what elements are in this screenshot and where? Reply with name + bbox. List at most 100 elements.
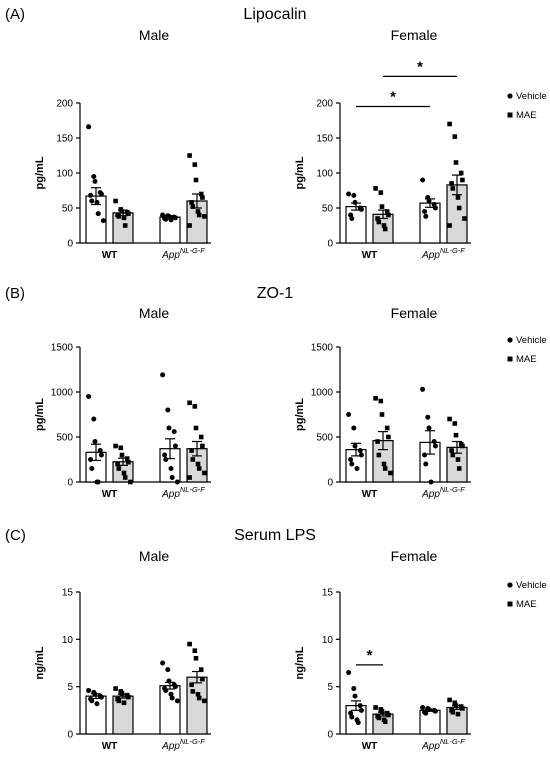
y-tick-label: 10 xyxy=(322,635,334,646)
data-point xyxy=(115,461,120,467)
data-point xyxy=(189,200,194,205)
data-point xyxy=(196,695,202,701)
data-point xyxy=(455,195,461,200)
legend-mae-label: MAE xyxy=(516,599,537,610)
data-point xyxy=(381,223,387,228)
y-tick-label: 0 xyxy=(67,239,73,250)
app-superscript: NL-G-F xyxy=(180,246,205,255)
app-base: App xyxy=(161,741,180,752)
x-tick-label-wt: WT xyxy=(102,489,118,500)
x-tick-label-wt: WT xyxy=(362,489,378,500)
data-point xyxy=(163,457,169,462)
data-point xyxy=(113,198,118,204)
y-tick-label: 100 xyxy=(316,169,333,180)
data-point xyxy=(462,216,467,221)
data-point xyxy=(172,443,178,449)
data-point xyxy=(113,686,118,691)
data-point xyxy=(460,706,465,711)
data-point xyxy=(94,199,100,205)
data-point xyxy=(196,466,202,471)
data-point xyxy=(89,698,95,704)
y-axis-label: pg/mL xyxy=(294,398,306,431)
data-point xyxy=(119,690,125,696)
data-point xyxy=(195,209,201,214)
bar-wt-vehicle xyxy=(85,124,107,244)
app-base: App xyxy=(421,489,440,500)
legend-vehicle-label: Vehicle xyxy=(516,335,547,346)
data-point xyxy=(346,191,352,197)
legend: Vehicle MAE xyxy=(507,580,547,610)
data-point xyxy=(118,445,124,451)
y-tick-label: 15 xyxy=(322,588,334,599)
data-point xyxy=(200,676,205,682)
chart-subtitle: Female xyxy=(391,305,438,321)
data-point xyxy=(122,475,128,480)
data-point xyxy=(172,215,178,221)
y-axis-label: ng/mL xyxy=(294,646,306,679)
data-point xyxy=(169,475,175,480)
data-point xyxy=(121,700,127,706)
data-point xyxy=(452,700,458,706)
x-tick-label-app: AppNL-G-F xyxy=(161,485,205,500)
data-point xyxy=(378,190,384,195)
data-point xyxy=(162,452,168,458)
y-axis-label: ng/mL xyxy=(34,646,46,679)
data-point xyxy=(163,216,169,222)
data-point xyxy=(373,186,378,191)
data-point xyxy=(388,470,393,476)
chart-subtitle: Female xyxy=(391,27,438,43)
chart-male: Male 0 5 10 15 ng/mL WT AppNL-G-F xyxy=(34,548,211,752)
data-point xyxy=(200,195,205,200)
data-point xyxy=(193,177,199,183)
data-point xyxy=(358,707,364,713)
data-point xyxy=(89,466,95,471)
app-base: App xyxy=(161,250,180,261)
x-tick-label-app: AppNL-G-F xyxy=(161,737,205,752)
data-point xyxy=(428,479,434,485)
data-point xyxy=(198,191,204,197)
data-point xyxy=(425,414,431,420)
bar-wt-vehicle xyxy=(345,412,367,483)
panel-label: (C) xyxy=(5,527,26,544)
data-point xyxy=(349,216,355,221)
app-superscript: NL-G-F xyxy=(440,737,465,746)
app-base: App xyxy=(421,741,440,752)
panel-title: Serum LPS xyxy=(234,527,316,544)
data-point xyxy=(128,479,133,485)
bar-wt-vehicle xyxy=(345,669,367,735)
data-point xyxy=(460,177,465,183)
data-point xyxy=(386,212,391,218)
chart-subtitle: Male xyxy=(139,305,170,321)
data-point xyxy=(452,421,458,426)
data-point xyxy=(450,709,456,715)
data-point xyxy=(450,452,456,458)
data-point xyxy=(456,466,462,471)
data-point xyxy=(91,416,97,422)
data-point xyxy=(426,706,432,712)
data-point xyxy=(122,223,128,228)
data-point xyxy=(423,710,429,716)
legend: Vehicle MAE xyxy=(507,91,547,121)
bar-wt-vehicle xyxy=(85,394,107,485)
data-point xyxy=(91,174,97,179)
data-point xyxy=(187,223,192,228)
data-point xyxy=(351,686,357,692)
data-point xyxy=(97,448,103,453)
app-superscript: NL-G-F xyxy=(440,485,465,494)
data-point xyxy=(379,204,385,209)
data-point xyxy=(423,461,429,467)
legend-mae-marker xyxy=(507,356,513,362)
data-point xyxy=(375,439,380,444)
data-point xyxy=(92,439,98,444)
x-tick-label-app: AppNL-G-F xyxy=(421,485,465,500)
data-point xyxy=(88,457,94,462)
data-point xyxy=(456,205,462,211)
y-tick-label: 0 xyxy=(327,478,333,489)
bar-wt-mae xyxy=(372,396,394,483)
data-point xyxy=(432,205,438,211)
data-point xyxy=(453,432,459,438)
data-point xyxy=(92,178,98,184)
data-point xyxy=(348,457,354,462)
data-point xyxy=(165,407,171,413)
data-point xyxy=(352,693,358,699)
